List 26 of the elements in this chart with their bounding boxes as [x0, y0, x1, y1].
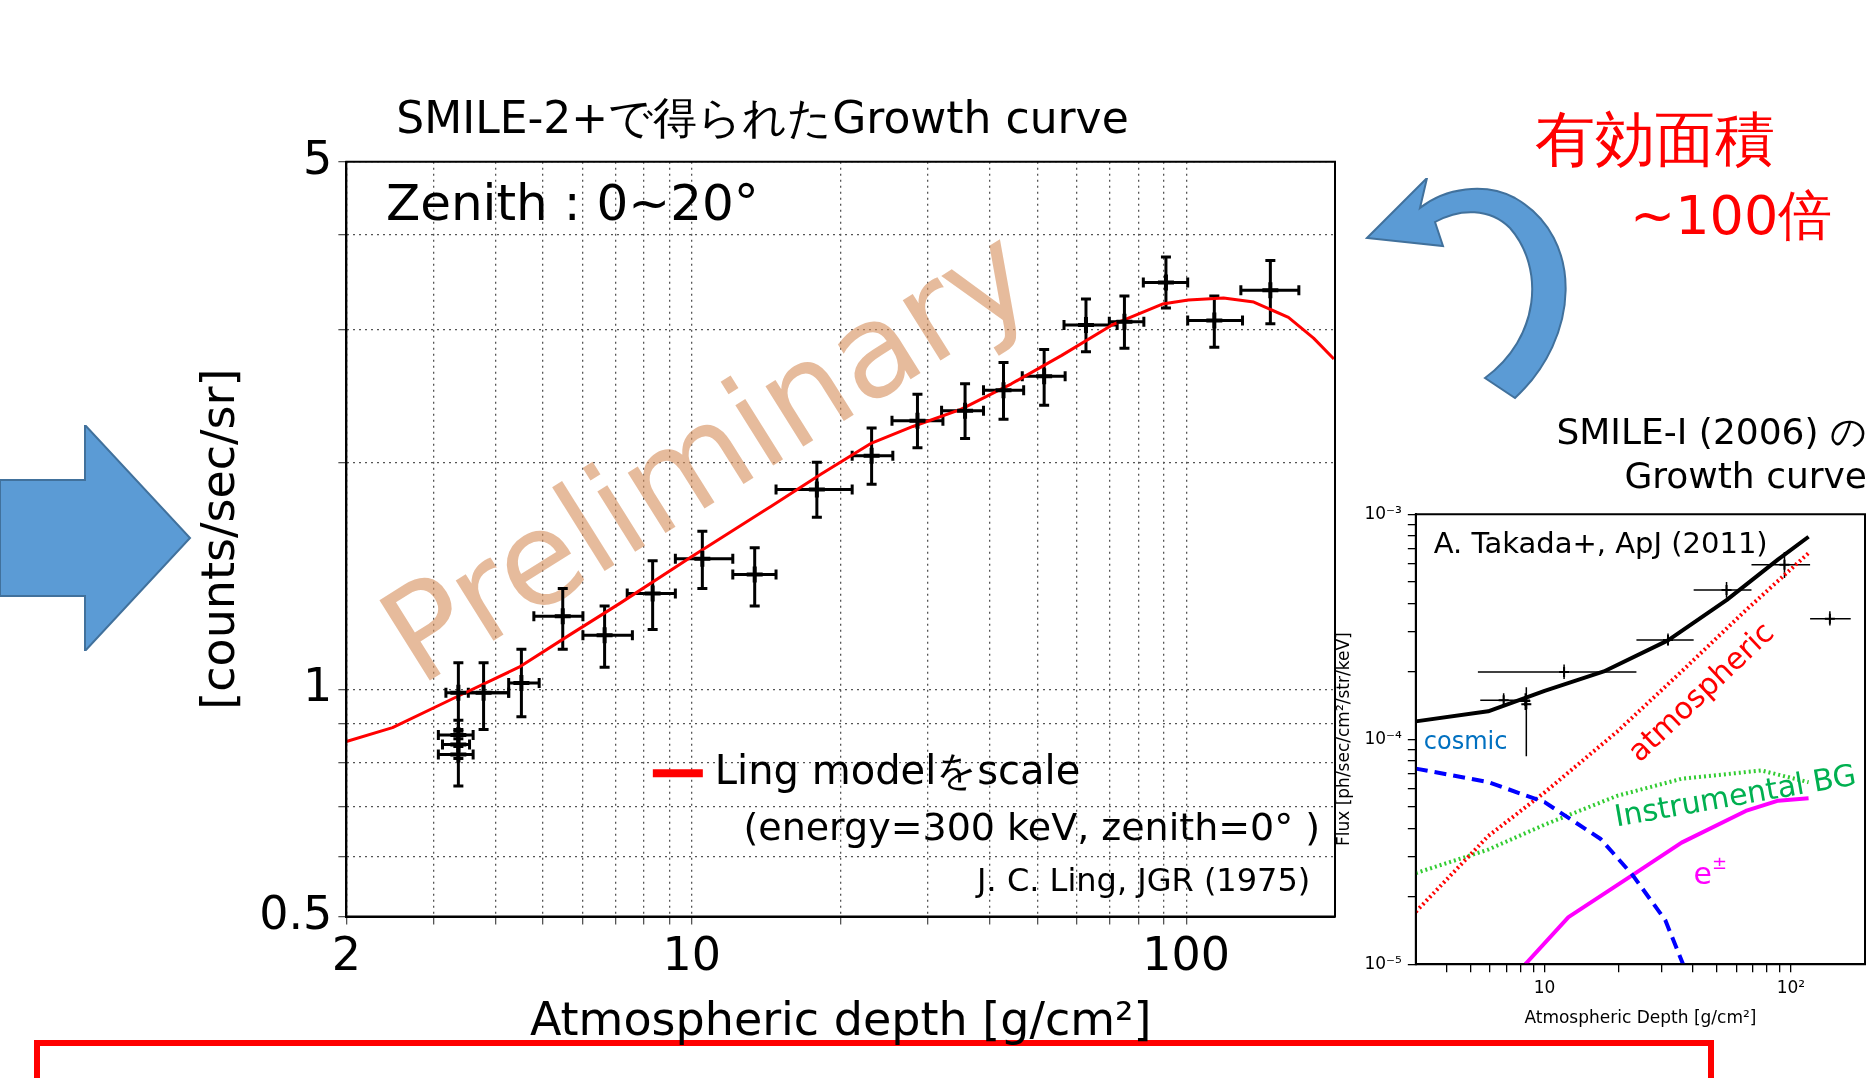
x-axis-title: Atmospheric Depth [g/cm²] — [1524, 1007, 1757, 1028]
y-axis-title: Flux [ph/sec/cm²/str/keV] — [1332, 632, 1353, 847]
legend-label: Ling modelをscale — [714, 746, 1081, 793]
series-label: cosmic — [1423, 726, 1508, 755]
annotation: A. Takada+, ApJ (2011) — [1433, 526, 1768, 561]
y-tick-label: 0.5 — [259, 885, 333, 940]
x-tick-label: 100 — [1142, 927, 1231, 982]
y-tick-label: 10⁻⁴ — [1364, 727, 1402, 748]
chart-title: SMILE-2+で得られたGrowth curve — [396, 91, 1129, 143]
y-axis-title: [counts/sec/sr] — [190, 368, 245, 710]
x-tick-label: 10² — [1776, 976, 1806, 997]
text: ~100倍 — [1630, 183, 1833, 249]
y-tick-label: 10⁻⁵ — [1364, 952, 1402, 973]
x-tick-label: 10 — [1533, 976, 1556, 997]
y-tick-label: 5 — [303, 130, 333, 185]
chart-title: SMILE-I (2006) の Growth curve — [1555, 410, 1867, 498]
y-tick-label: 1 — [303, 658, 333, 713]
text: 有効面積 — [1535, 103, 1775, 176]
series-label: e± — [1693, 852, 1728, 892]
annotation: (energy=300 keV, zenith=0° ) — [743, 804, 1321, 849]
y-tick-label: 10⁻³ — [1364, 502, 1402, 523]
annotation: Zenith : 0~20° — [385, 174, 759, 233]
x-tick-label: 2 — [331, 927, 361, 982]
annotation: J. C. Ling, JGR (1975) — [975, 860, 1311, 899]
x-tick-label: 10 — [662, 927, 722, 982]
x-axis-title: Atmospheric depth [g/cm²] — [529, 992, 1152, 1047]
